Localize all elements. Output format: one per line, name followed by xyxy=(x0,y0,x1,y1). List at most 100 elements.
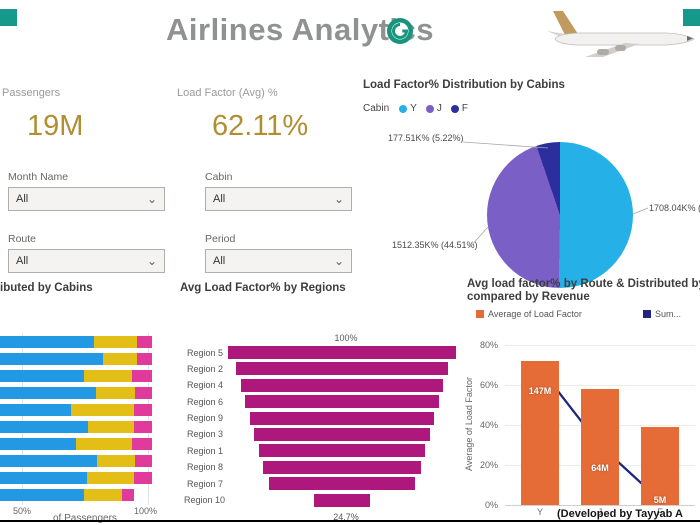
funnel-bar[interactable] xyxy=(313,493,371,507)
combo-category-label: Y xyxy=(536,507,543,517)
bar-segment-2 xyxy=(103,353,137,365)
funnel-row: Region 6 xyxy=(184,395,456,409)
line-data-label: 64M xyxy=(591,463,609,474)
pie-callout-J: 1512.35K% (44.51%) xyxy=(392,240,478,250)
bar-segment-2 xyxy=(83,370,133,382)
funnel-bar-area xyxy=(228,378,456,392)
stacked-chart-title: ibuted by Cabins xyxy=(0,282,93,294)
funnel-bar[interactable] xyxy=(235,362,449,376)
slicer-cabin-dropdown[interactable]: All ⌄ xyxy=(205,187,352,211)
combo-legend-item-bars[interactable]: Average of Load Factor xyxy=(476,309,582,319)
stacked-bar-row[interactable] xyxy=(0,404,158,416)
legend-item-label: Y xyxy=(410,103,417,114)
slicer-route-value: All xyxy=(16,255,29,267)
funnel-bar[interactable] xyxy=(258,444,426,458)
stacked-bar-row[interactable] xyxy=(0,489,158,501)
kpi-load-factor-value: 62.11% xyxy=(212,110,309,142)
pie-chart[interactable] xyxy=(487,142,633,288)
bar-segment-1 xyxy=(0,387,96,399)
combo-category-label: J xyxy=(597,507,603,517)
combo-bar-Y[interactable] xyxy=(521,361,559,505)
bar-segment-1 xyxy=(0,489,84,501)
funnel-bar[interactable] xyxy=(249,411,435,425)
combo-legend-label-line: Sum... xyxy=(655,309,682,319)
bar-segment-3 xyxy=(133,404,152,416)
stacked-gridline-50 xyxy=(22,333,23,505)
funnel-row: Region 1 xyxy=(184,444,456,458)
legend-item-label: F xyxy=(461,103,468,114)
stacked-bar-row[interactable] xyxy=(0,455,158,467)
legend-item-J[interactable]: J xyxy=(425,103,442,114)
bar-segment-1 xyxy=(0,472,87,484)
stacked-xtick-100: 100% xyxy=(134,506,158,516)
funnel-row: Region 5 xyxy=(184,346,456,359)
bar-segment-1 xyxy=(0,455,98,467)
funnel-top-label: 100% xyxy=(334,333,358,343)
legend-item-F[interactable]: F xyxy=(450,103,468,114)
stacked-bar-row[interactable] xyxy=(0,387,158,399)
gridline xyxy=(505,345,695,346)
credit-text: (Developed by Tayyab A xyxy=(557,508,683,520)
legend-swatch-bar xyxy=(476,310,484,318)
slicer-period-value: All xyxy=(213,255,226,267)
stacked-bar-row[interactable] xyxy=(0,353,158,365)
funnel-row-label: Region 9 xyxy=(186,413,223,424)
bar-segment-2 xyxy=(88,421,134,433)
funnel-bar[interactable] xyxy=(245,395,439,409)
funnel-bar-area xyxy=(228,362,456,376)
pie-legend: Cabin Y J F xyxy=(363,103,468,114)
funnel-row-label: Region 7 xyxy=(186,478,223,489)
combo-chart-plot: Y J F 147M 64M 5M xyxy=(505,345,695,517)
bar-segment-2 xyxy=(86,472,134,484)
combo-bar-J[interactable] xyxy=(581,389,619,505)
funnel-row: Region 3 xyxy=(184,427,456,441)
funnel-bar[interactable] xyxy=(254,427,430,441)
pie-legend-title: Cabin xyxy=(363,103,390,114)
combo-ytick-40: 40% xyxy=(480,420,499,430)
legend-swatch-line xyxy=(643,310,651,318)
slicer-cabin-value: All xyxy=(213,193,226,205)
bar-segment-3 xyxy=(132,370,152,382)
slicer-route-dropdown[interactable]: All ⌄ xyxy=(8,249,165,273)
legend-color-dot xyxy=(425,104,434,113)
stacked-bar-row[interactable] xyxy=(0,421,158,433)
slicer-month-dropdown[interactable]: All ⌄ xyxy=(8,187,165,211)
funnel-bar-area xyxy=(228,444,456,458)
stacked-bar-row[interactable] xyxy=(0,370,158,382)
funnel-row: Region 8 xyxy=(184,460,456,474)
funnel-row-label: Region 3 xyxy=(186,429,223,440)
funnel-bar[interactable] xyxy=(240,378,444,392)
green-circle-logo-icon xyxy=(387,18,413,44)
funnel-bar[interactable] xyxy=(263,460,421,474)
chevron-down-icon: ⌄ xyxy=(146,192,157,206)
legend-item-Y[interactable]: Y xyxy=(399,103,417,114)
funnel-bar[interactable] xyxy=(269,477,415,491)
slicer-period-label: Period xyxy=(205,233,236,245)
combo-bar-F[interactable] xyxy=(641,427,679,505)
funnel-row: Region 9 xyxy=(184,411,456,425)
slicer-period-dropdown[interactable]: All ⌄ xyxy=(205,249,352,273)
funnel-bottom-label: 24.7% xyxy=(333,512,359,522)
bar-segment-1 xyxy=(0,336,95,348)
bar-segment-3 xyxy=(135,387,152,399)
bar-segment-2 xyxy=(83,489,122,501)
bottom-border-line xyxy=(0,520,700,522)
stacked-bar-row[interactable] xyxy=(0,336,158,348)
bar-segment-1 xyxy=(0,370,84,382)
pie-callout-Y: 1708.04K% (50.27%) xyxy=(649,203,700,213)
combo-ytick-20: 20% xyxy=(480,460,499,470)
funnel-chart: Region 5 Region 2 Region 4 Region 6 Region 9… xyxy=(184,346,456,510)
funnel-bar[interactable] xyxy=(228,346,456,359)
funnel-row: Region 2 xyxy=(184,362,456,376)
funnel-row-label: Region 1 xyxy=(186,445,223,456)
combo-legend-item-line[interactable]: Sum... xyxy=(643,309,681,319)
stacked-bar-row[interactable] xyxy=(0,438,158,450)
stacked-bar-row[interactable] xyxy=(0,472,158,484)
funnel-row: Region 4 xyxy=(184,378,456,392)
slicer-month-value: All xyxy=(16,193,29,205)
combo-chart-title-line1: Avg load factor% by Route & Distributed … xyxy=(467,278,700,290)
funnel-bar-area xyxy=(228,395,456,409)
funnel-row-label: Region 6 xyxy=(186,396,223,407)
kpi-passengers-label: Passengers xyxy=(2,87,61,99)
